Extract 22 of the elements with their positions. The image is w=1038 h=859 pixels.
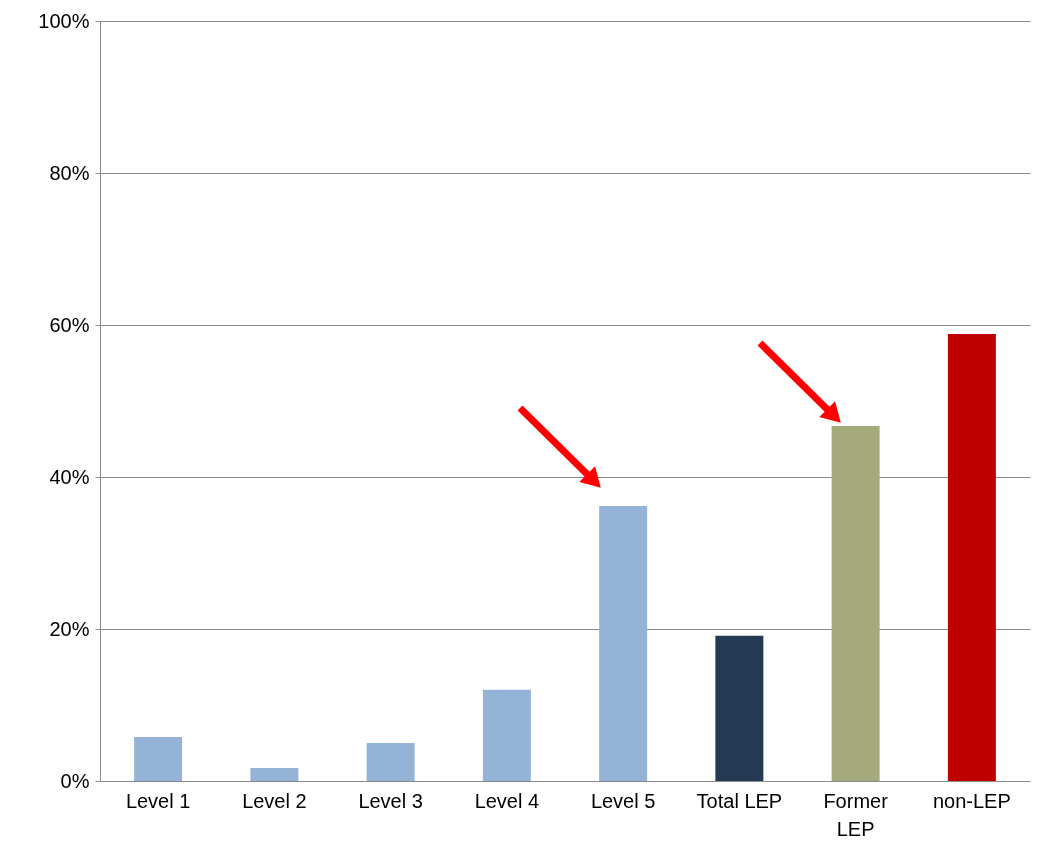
bar bbox=[250, 768, 299, 781]
x-tick-label: Level 2 bbox=[242, 789, 307, 812]
bar bbox=[482, 689, 531, 781]
bar bbox=[947, 334, 996, 781]
y-tick-label: 0% bbox=[60, 769, 90, 792]
y-tick-label: 100% bbox=[38, 9, 90, 32]
bar bbox=[366, 743, 415, 781]
bar bbox=[599, 505, 648, 781]
y-tick-label: 20% bbox=[49, 617, 90, 640]
x-tick-label: non-LEP bbox=[932, 789, 1011, 812]
x-tick-label: Level 4 bbox=[474, 789, 540, 812]
x-tick-label: Level 5 bbox=[590, 789, 656, 812]
bar bbox=[715, 635, 764, 781]
bar bbox=[134, 736, 183, 781]
bar bbox=[831, 426, 880, 781]
x-tick-label: Total LEP bbox=[696, 789, 783, 812]
y-tick-label: 60% bbox=[49, 313, 90, 336]
y-tick-label: 80% bbox=[49, 161, 90, 184]
x-tick-label: Former LEP bbox=[823, 789, 889, 840]
x-tick-label: Level 3 bbox=[358, 789, 423, 812]
y-tick-label: 40% bbox=[49, 465, 90, 488]
x-tick-label: Level 1 bbox=[125, 789, 191, 812]
